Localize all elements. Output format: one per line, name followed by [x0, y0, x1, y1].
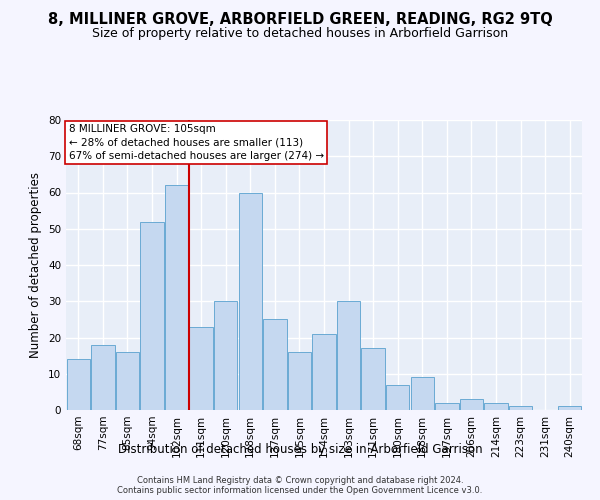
- Bar: [337, 301, 360, 410]
- Bar: [116, 352, 139, 410]
- Bar: [435, 403, 458, 410]
- Bar: [361, 348, 385, 410]
- Text: 8, MILLINER GROVE, ARBORFIELD GREEN, READING, RG2 9TQ: 8, MILLINER GROVE, ARBORFIELD GREEN, REA…: [47, 12, 553, 28]
- Text: Contains HM Land Registry data © Crown copyright and database right 2024.
Contai: Contains HM Land Registry data © Crown c…: [118, 476, 482, 495]
- Bar: [313, 334, 335, 410]
- Bar: [263, 320, 287, 410]
- Bar: [140, 222, 164, 410]
- Y-axis label: Number of detached properties: Number of detached properties: [29, 172, 43, 358]
- Bar: [91, 345, 115, 410]
- Bar: [484, 403, 508, 410]
- Bar: [67, 359, 90, 410]
- Bar: [165, 185, 188, 410]
- Text: Distribution of detached houses by size in Arborfield Garrison: Distribution of detached houses by size …: [118, 442, 482, 456]
- Bar: [214, 301, 238, 410]
- Bar: [386, 384, 409, 410]
- Bar: [239, 192, 262, 410]
- Bar: [509, 406, 532, 410]
- Bar: [190, 326, 213, 410]
- Bar: [460, 399, 483, 410]
- Bar: [558, 406, 581, 410]
- Text: Size of property relative to detached houses in Arborfield Garrison: Size of property relative to detached ho…: [92, 28, 508, 40]
- Bar: [288, 352, 311, 410]
- Bar: [410, 378, 434, 410]
- Text: 8 MILLINER GROVE: 105sqm
← 28% of detached houses are smaller (113)
67% of semi-: 8 MILLINER GROVE: 105sqm ← 28% of detach…: [68, 124, 324, 161]
